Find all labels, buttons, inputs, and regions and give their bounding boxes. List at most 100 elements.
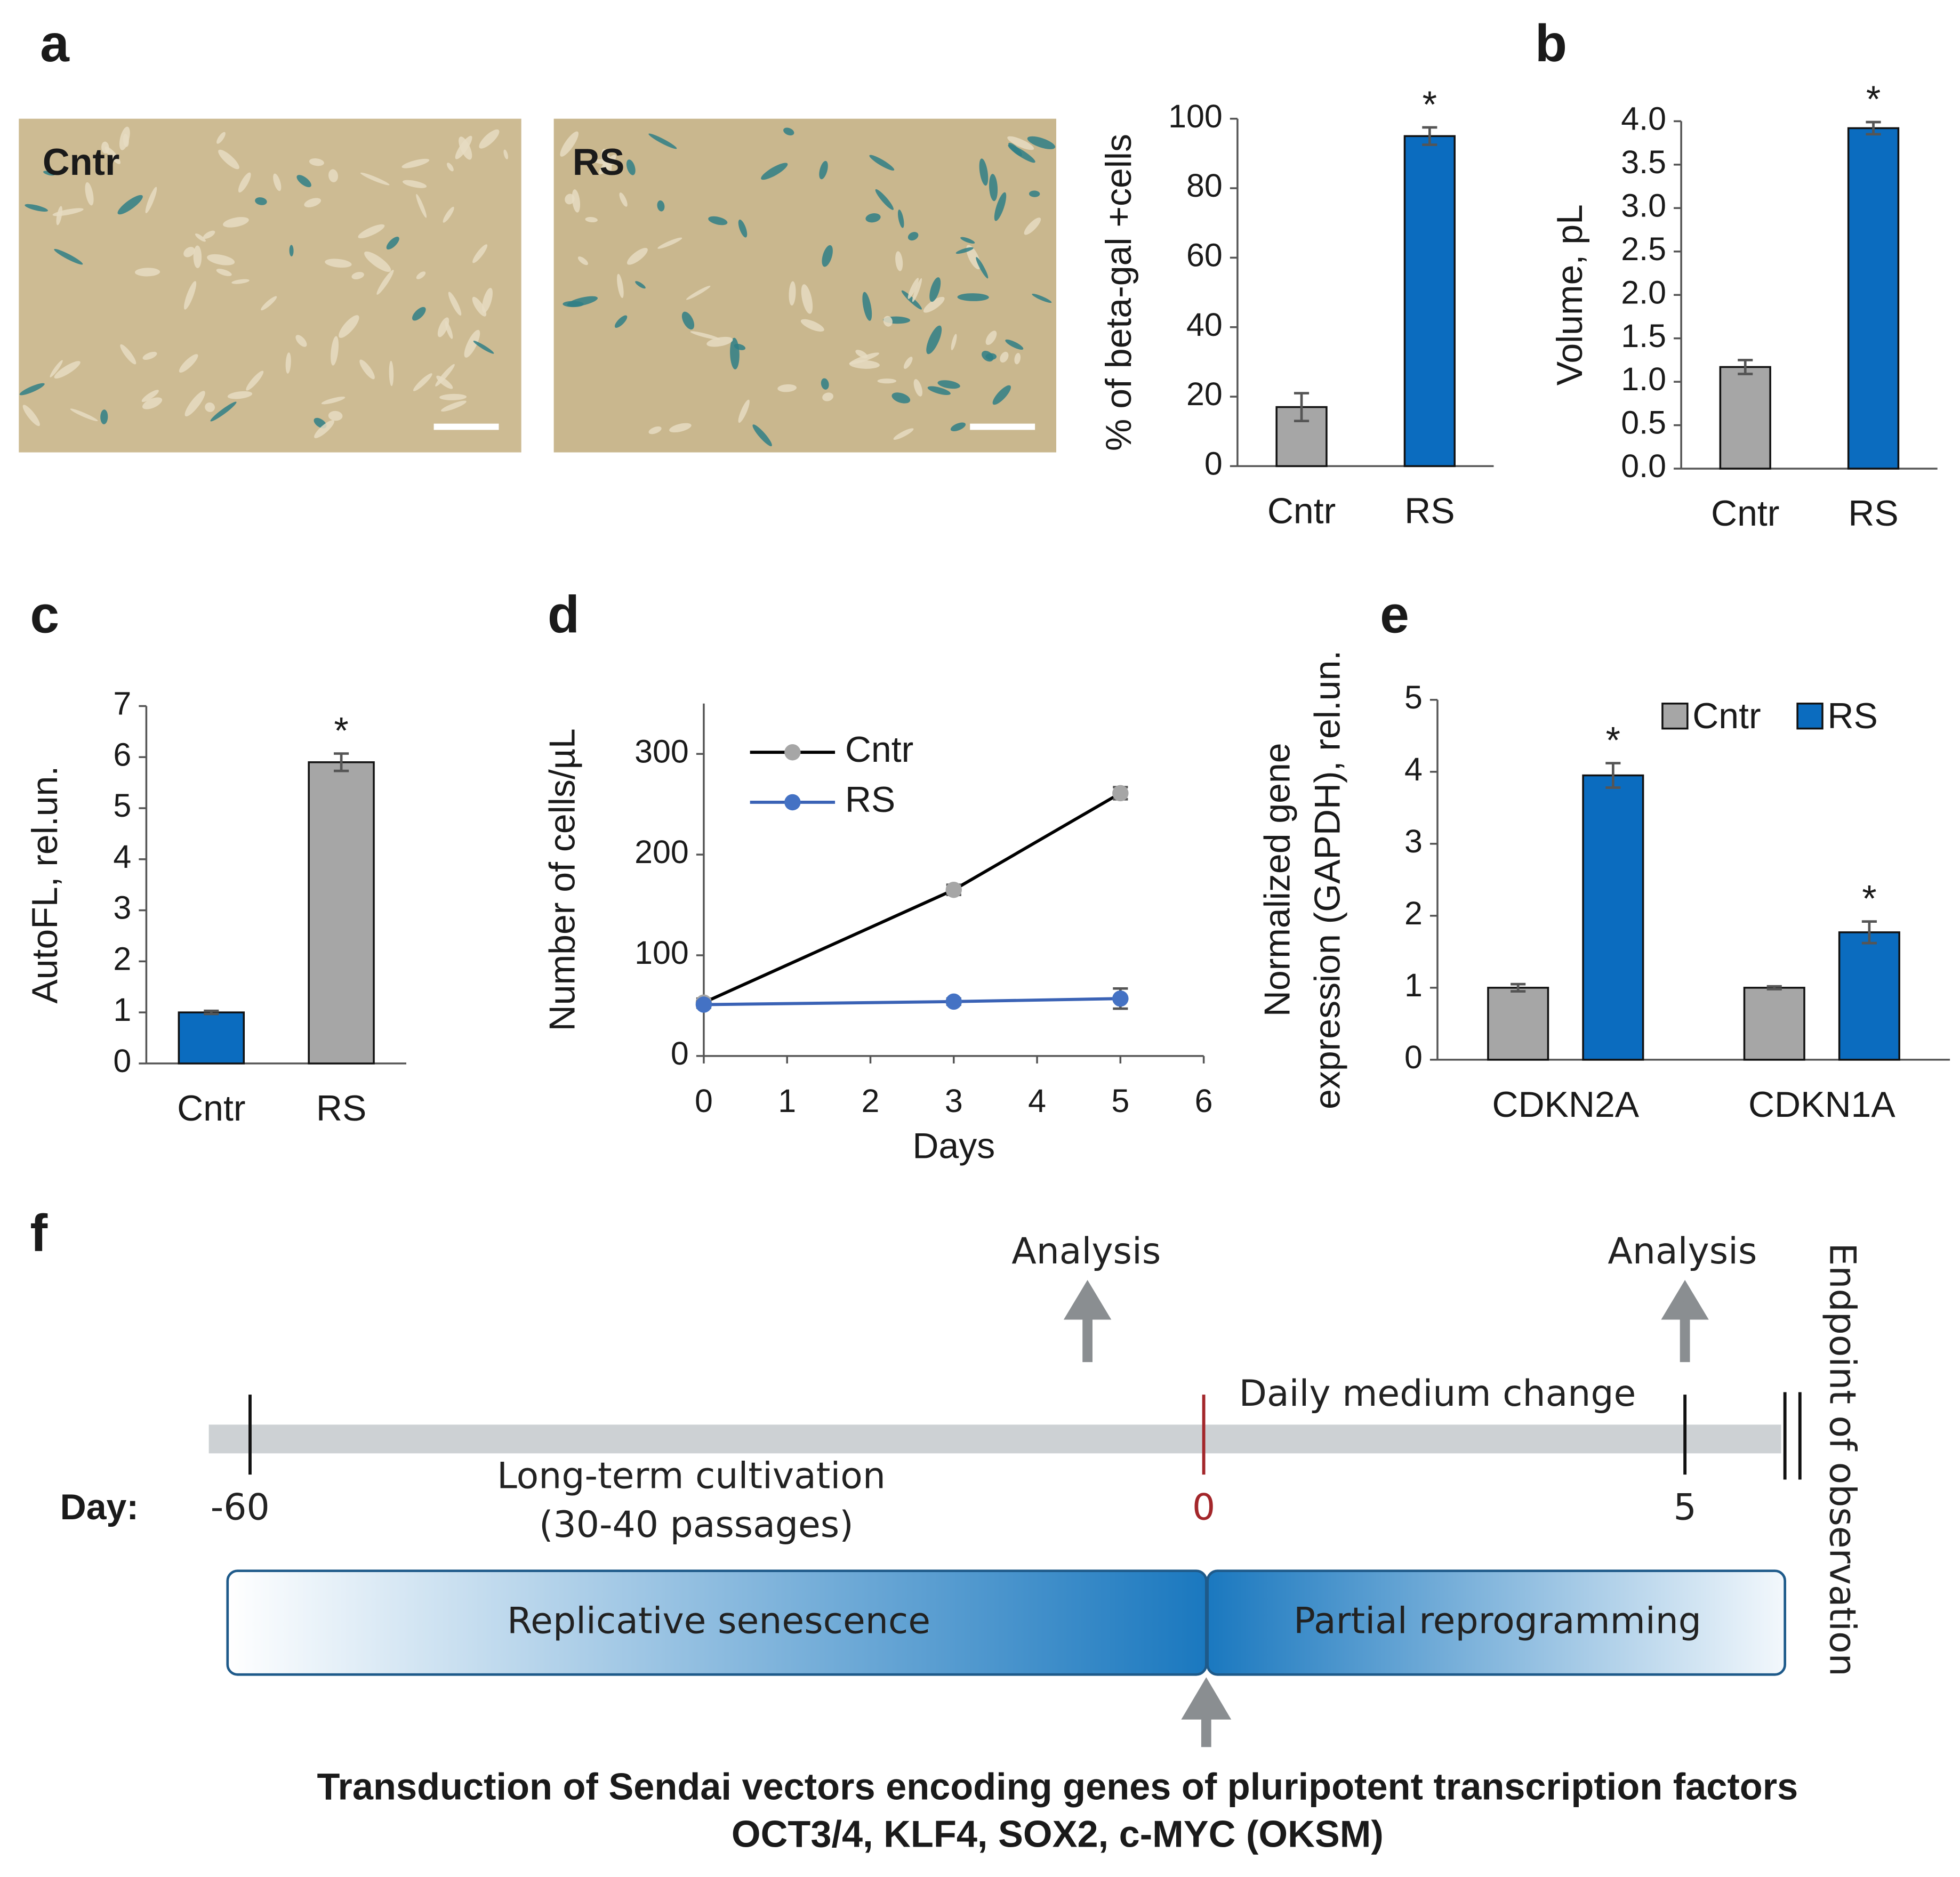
cell bbox=[238, 172, 251, 193]
cell bbox=[134, 268, 160, 277]
cell bbox=[339, 315, 359, 338]
cell bbox=[912, 278, 922, 302]
legend-label: Cntr bbox=[1692, 696, 1761, 736]
cell bbox=[216, 132, 226, 144]
cell bbox=[883, 316, 893, 327]
cell bbox=[966, 245, 981, 270]
x-tick-label: CDKN1A bbox=[1748, 1084, 1895, 1125]
cell bbox=[648, 133, 677, 149]
cell bbox=[503, 149, 508, 159]
cell bbox=[957, 293, 989, 301]
cell bbox=[351, 272, 364, 280]
significance: * bbox=[1866, 78, 1881, 120]
cell bbox=[926, 325, 942, 355]
cell bbox=[481, 287, 493, 313]
cell bbox=[325, 259, 352, 268]
x-tick-label: 6 bbox=[1195, 1083, 1213, 1119]
bar bbox=[308, 761, 375, 1065]
micrograph bbox=[19, 118, 521, 453]
cell bbox=[955, 247, 974, 254]
cell bbox=[1000, 351, 1009, 363]
cell bbox=[436, 375, 453, 389]
cell bbox=[321, 396, 346, 405]
marker bbox=[1112, 785, 1129, 802]
cell bbox=[669, 423, 692, 433]
y-tick-label: 2.5 bbox=[1621, 231, 1666, 267]
cell bbox=[738, 219, 748, 238]
cell bbox=[648, 426, 662, 434]
bar bbox=[1487, 987, 1549, 1061]
cell bbox=[937, 380, 960, 389]
y-tick-label: 300 bbox=[634, 733, 689, 769]
arrow bbox=[1181, 1677, 1232, 1747]
panel-label: c bbox=[30, 585, 59, 643]
cell bbox=[142, 351, 157, 360]
cell bbox=[789, 281, 796, 306]
cell bbox=[142, 397, 163, 409]
cell bbox=[412, 307, 426, 321]
cell bbox=[193, 245, 202, 269]
y-tick-label: 3.0 bbox=[1621, 187, 1666, 223]
timeline: Analysis Analysis Daily medium change Da… bbox=[60, 1230, 1863, 1855]
x-tick-label: 0 bbox=[695, 1083, 713, 1119]
cell bbox=[455, 135, 472, 159]
cell bbox=[989, 174, 998, 202]
cell bbox=[473, 341, 494, 354]
cells bbox=[19, 126, 1056, 447]
cell bbox=[907, 232, 919, 241]
cell bbox=[635, 281, 646, 289]
y-tick-label: 5 bbox=[113, 787, 131, 824]
y-tick-label: 60 bbox=[1186, 237, 1223, 273]
cell bbox=[1008, 142, 1022, 156]
y-tick-label: 0 bbox=[1204, 445, 1223, 481]
cell bbox=[402, 180, 427, 188]
cell bbox=[619, 192, 628, 207]
cell bbox=[472, 244, 488, 263]
cell bbox=[960, 237, 975, 244]
cell bbox=[821, 378, 829, 390]
cell bbox=[479, 129, 500, 149]
cell bbox=[897, 210, 904, 228]
image-label: RS bbox=[573, 141, 625, 183]
cell bbox=[101, 141, 109, 154]
cell bbox=[1007, 136, 1034, 150]
cell bbox=[376, 270, 394, 295]
x-tick-label: Cntr bbox=[177, 1088, 245, 1129]
marker bbox=[695, 996, 712, 1013]
cell bbox=[261, 296, 277, 311]
cell bbox=[903, 357, 913, 369]
phase-label: Replicative senescence bbox=[507, 1600, 930, 1642]
cell bbox=[289, 245, 294, 256]
y-tick-label: 5 bbox=[1404, 679, 1423, 715]
cell bbox=[119, 126, 130, 150]
scale-bar bbox=[433, 423, 499, 430]
cell bbox=[994, 192, 1007, 221]
cell bbox=[273, 173, 282, 191]
x-tick-label: 3 bbox=[945, 1083, 963, 1119]
cell bbox=[560, 131, 579, 157]
cell bbox=[359, 359, 375, 380]
y-tick-label: 20 bbox=[1186, 376, 1223, 412]
cell bbox=[328, 169, 339, 182]
cell bbox=[358, 224, 385, 239]
cell bbox=[314, 420, 334, 438]
scale-bar bbox=[970, 423, 1035, 430]
cell bbox=[1027, 136, 1056, 149]
cell bbox=[951, 334, 957, 351]
cell bbox=[979, 158, 989, 186]
marker bbox=[945, 881, 962, 898]
significance: * bbox=[1606, 719, 1620, 761]
cell bbox=[907, 278, 919, 299]
cell bbox=[1032, 293, 1052, 303]
cell bbox=[120, 344, 136, 365]
cell bbox=[85, 182, 94, 206]
x-tick-label: RS bbox=[1404, 490, 1455, 531]
y-tick-label: 100 bbox=[1168, 98, 1223, 134]
x-tick-label: 4 bbox=[1028, 1083, 1046, 1119]
cell bbox=[913, 379, 923, 397]
cell bbox=[849, 360, 880, 369]
cell bbox=[927, 386, 951, 395]
cell bbox=[210, 401, 237, 422]
cell bbox=[708, 216, 728, 225]
significance: * bbox=[334, 710, 348, 752]
